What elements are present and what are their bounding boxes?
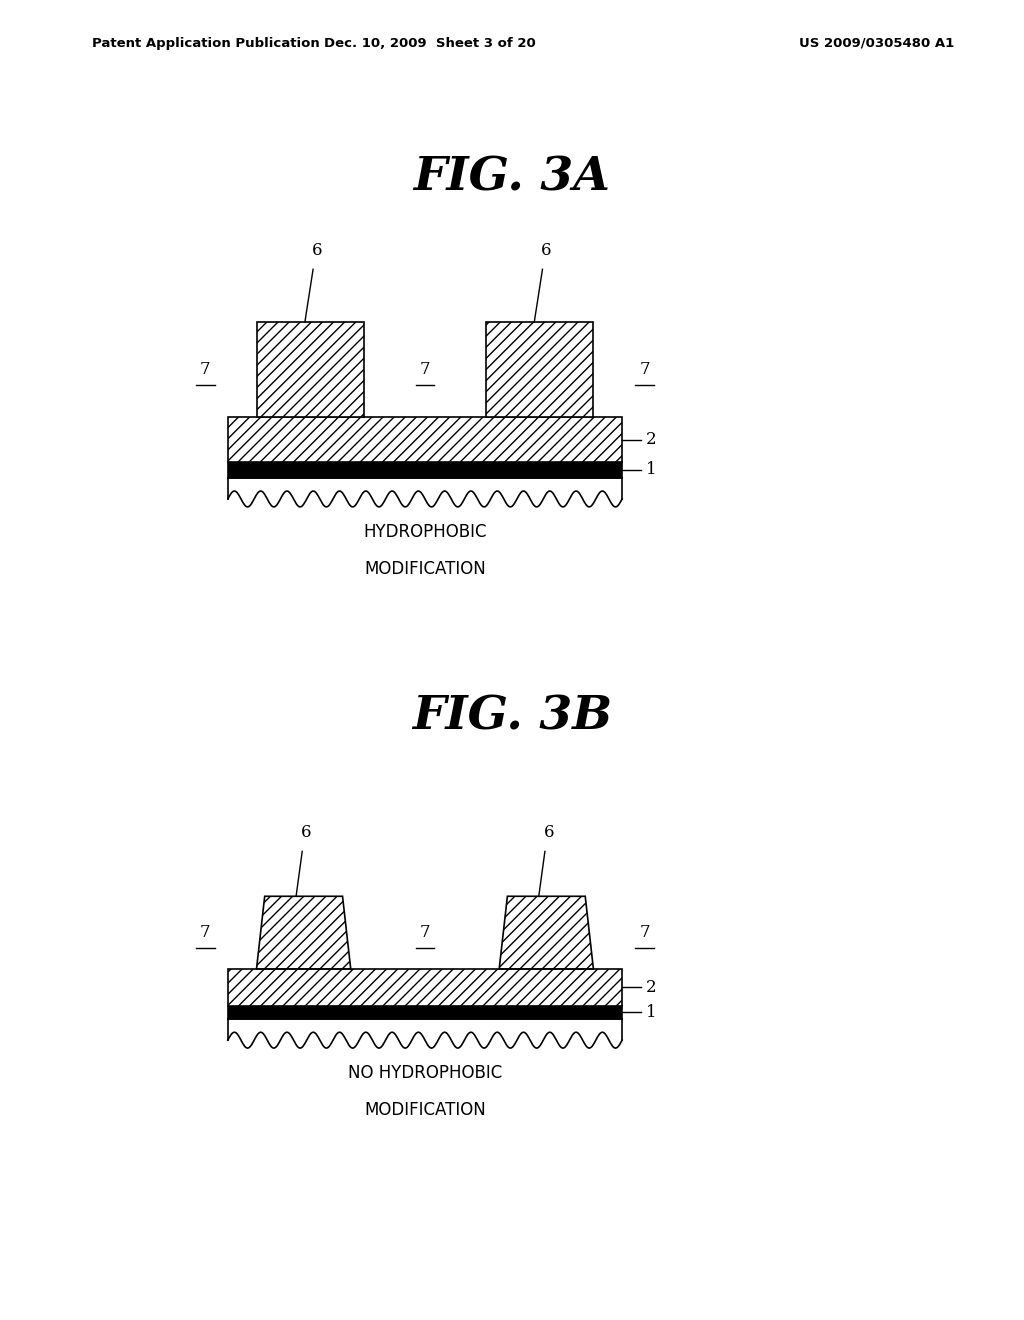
Text: 7: 7 (639, 362, 650, 378)
Bar (256, 322, 365, 417)
Text: HYDROPHOBIC: HYDROPHOBIC (364, 523, 486, 541)
Text: 6: 6 (544, 824, 554, 841)
Text: FIG. 3A: FIG. 3A (414, 154, 610, 201)
Text: US 2009/0305480 A1: US 2009/0305480 A1 (799, 37, 954, 50)
Text: 7: 7 (200, 924, 211, 941)
Text: 1: 1 (645, 1005, 656, 1020)
Text: FIG. 3B: FIG. 3B (412, 693, 612, 739)
Text: 7: 7 (200, 362, 211, 378)
Bar (227, 969, 622, 1006)
Text: MODIFICATION: MODIFICATION (365, 1101, 485, 1119)
Text: Patent Application Publication: Patent Application Publication (92, 37, 319, 50)
Text: 2: 2 (645, 979, 656, 995)
Text: 7: 7 (420, 924, 430, 941)
Polygon shape (256, 896, 350, 969)
Bar (227, 417, 622, 462)
Polygon shape (499, 896, 593, 969)
Text: MODIFICATION: MODIFICATION (365, 560, 485, 578)
Text: 7: 7 (420, 362, 430, 378)
Text: NO HYDROPHOBIC: NO HYDROPHOBIC (348, 1064, 502, 1082)
Text: 6: 6 (312, 242, 323, 259)
Text: 1: 1 (645, 462, 656, 478)
Text: 7: 7 (639, 924, 650, 941)
Bar (227, 1006, 622, 1019)
Text: 6: 6 (542, 242, 552, 259)
Bar (485, 322, 593, 417)
Text: 6: 6 (301, 824, 311, 841)
Bar (227, 462, 622, 478)
Text: Dec. 10, 2009  Sheet 3 of 20: Dec. 10, 2009 Sheet 3 of 20 (325, 37, 536, 50)
Text: 2: 2 (645, 432, 656, 447)
